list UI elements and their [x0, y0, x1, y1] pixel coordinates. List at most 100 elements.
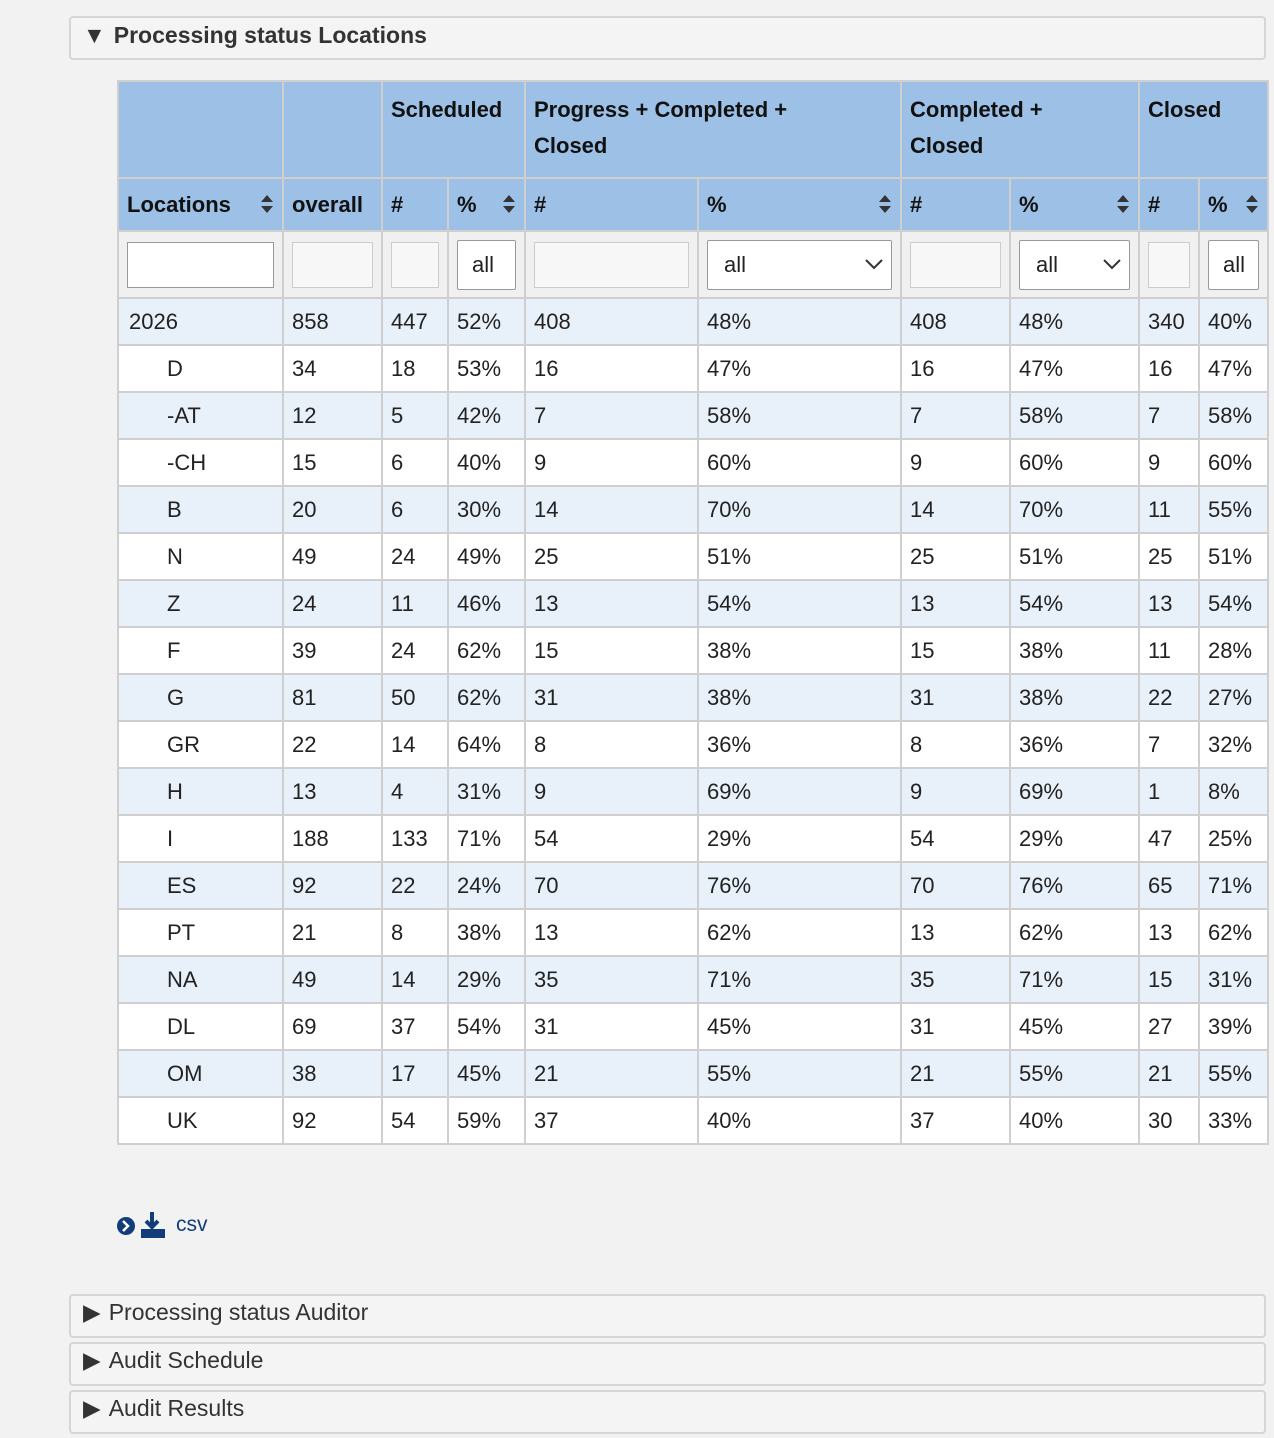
- value-cell: 34: [282, 344, 383, 393]
- table-row: 2026 858 447 52% 408 48% 408 48% 340 40%: [117, 297, 1269, 346]
- value-cell: 9: [900, 438, 1011, 487]
- sort-icon[interactable]: [878, 194, 892, 214]
- filter-cell: all: [447, 230, 526, 299]
- filter-input[interactable]: [391, 241, 439, 288]
- filter-cell: all: [1198, 230, 1269, 299]
- value-cell: 9: [524, 767, 699, 816]
- value-cell: 92: [282, 861, 383, 910]
- value-cell: 15: [524, 626, 699, 675]
- value-cell: 29%: [697, 814, 902, 863]
- sort-icon[interactable]: [260, 194, 274, 214]
- value-cell: 14: [381, 955, 449, 1004]
- sort-icon[interactable]: [502, 194, 516, 214]
- filter-select[interactable]: all: [1019, 239, 1130, 290]
- table-row: PT 21 8 38% 13 62% 13 62% 13 62%: [117, 908, 1269, 957]
- value-cell: 54: [381, 1096, 449, 1145]
- value-cell: 38%: [697, 626, 902, 675]
- table-row: D 34 18 53% 16 47% 16 47% 16 47%: [117, 344, 1269, 393]
- sort-icon[interactable]: [1116, 194, 1130, 214]
- value-cell: 49: [282, 532, 383, 581]
- value-cell: 14: [381, 720, 449, 769]
- value-cell: 4: [381, 767, 449, 816]
- panel-closed[interactable]: ▶ Audit Results: [69, 1390, 1266, 1434]
- value-cell: 47%: [1198, 344, 1269, 393]
- panel-title: Audit Results: [108, 1395, 245, 1421]
- filter-input[interactable]: [292, 241, 373, 288]
- value-cell: 45%: [1009, 1002, 1140, 1051]
- value-cell: 62%: [447, 626, 526, 675]
- csv-label: csv: [176, 1213, 208, 1236]
- value-cell: 8: [524, 720, 699, 769]
- value-cell: 62%: [447, 673, 526, 722]
- value-cell: 69%: [697, 767, 902, 816]
- value-cell: 7: [1138, 720, 1200, 769]
- filter-input[interactable]: [910, 241, 1001, 288]
- filter-option: all: [1223, 251, 1246, 277]
- location-cell: ES: [117, 861, 284, 910]
- value-cell: 8: [381, 908, 449, 957]
- filter-select[interactable]: all: [1208, 239, 1259, 290]
- value-cell: 51%: [697, 532, 902, 581]
- table-row: B 20 6 30% 14 70% 14 70% 11 55%: [117, 485, 1269, 534]
- sort-icon[interactable]: [1245, 194, 1259, 214]
- value-cell: 9: [900, 767, 1011, 816]
- value-cell: 31%: [447, 767, 526, 816]
- location-cell: 2026: [117, 297, 284, 346]
- column-header: %: [697, 177, 902, 232]
- filter-cell: [117, 230, 284, 299]
- panel-closed[interactable]: ▶ Audit Schedule: [69, 1342, 1266, 1386]
- table-row: H 13 4 31% 9 69% 9 69% 1 8%: [117, 767, 1269, 816]
- column-label: #: [391, 191, 404, 217]
- value-cell: 21: [282, 908, 383, 957]
- value-cell: 24: [381, 532, 449, 581]
- filter-cell: [381, 230, 449, 299]
- value-cell: 7: [524, 391, 699, 440]
- value-cell: 447: [381, 297, 449, 346]
- panel-closed[interactable]: ▶ Processing status Auditor: [69, 1294, 1266, 1338]
- column-header: %: [447, 177, 526, 232]
- value-cell: 51%: [1198, 532, 1269, 581]
- filter-select[interactable]: all: [707, 239, 892, 290]
- filter-input[interactable]: [1148, 241, 1190, 288]
- value-cell: 8%: [1198, 767, 1269, 816]
- value-cell: 12: [282, 391, 383, 440]
- value-cell: 58%: [1009, 391, 1140, 440]
- panel-open[interactable]: ▼ Processing status Locations: [69, 16, 1266, 60]
- value-cell: 76%: [697, 861, 902, 910]
- value-cell: 7: [1138, 391, 1200, 440]
- value-cell: 31: [524, 673, 699, 722]
- value-cell: 11: [1138, 626, 1200, 675]
- value-cell: 858: [282, 297, 383, 346]
- value-cell: 39: [282, 626, 383, 675]
- filter-input[interactable]: [534, 241, 689, 288]
- panel-title: Audit Schedule: [108, 1347, 264, 1373]
- column-label: %: [707, 191, 727, 217]
- value-cell: 60%: [1198, 438, 1269, 487]
- location-cell: N: [117, 532, 284, 581]
- location-cell: DL: [117, 1002, 284, 1051]
- location-cell: OM: [117, 1049, 284, 1098]
- location-cell: PT: [117, 908, 284, 957]
- value-cell: 55%: [1198, 1049, 1269, 1098]
- value-cell: 24: [381, 626, 449, 675]
- value-cell: 29%: [447, 955, 526, 1004]
- value-cell: 36%: [697, 720, 902, 769]
- value-cell: 70: [524, 861, 699, 910]
- value-cell: 14: [524, 485, 699, 534]
- table-row: GR 22 14 64% 8 36% 8 36% 7 32%: [117, 720, 1269, 769]
- value-cell: 49: [282, 955, 383, 1004]
- value-cell: 13: [524, 579, 699, 628]
- filter-select[interactable]: all: [457, 239, 516, 290]
- location-cell: Z: [117, 579, 284, 628]
- value-cell: 55%: [1009, 1049, 1140, 1098]
- value-cell: 408: [900, 297, 1011, 346]
- column-label: #: [534, 191, 547, 217]
- value-cell: 50: [381, 673, 449, 722]
- value-cell: 58%: [697, 391, 902, 440]
- value-cell: 27%: [1198, 673, 1269, 722]
- value-cell: 17: [381, 1049, 449, 1098]
- value-cell: 6: [381, 438, 449, 487]
- csv-export[interactable]: csv: [116, 1210, 208, 1240]
- value-cell: 47: [1138, 814, 1200, 863]
- filter-input[interactable]: [127, 241, 274, 288]
